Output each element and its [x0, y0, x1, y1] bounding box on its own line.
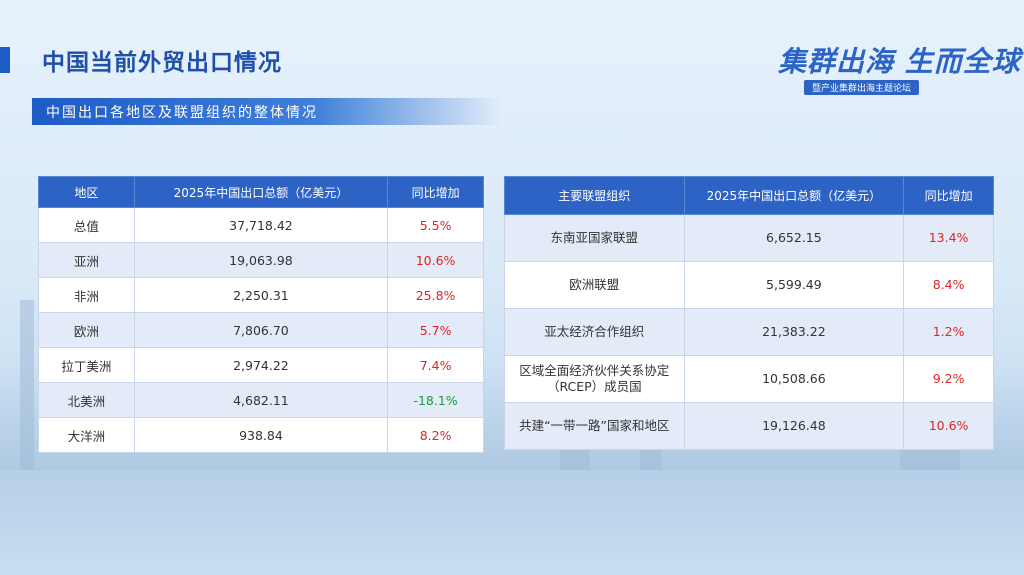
table-row: 共建“一带一路”国家和地区 19,126.48 10.6% [504, 402, 994, 450]
column-header-amount: 2025年中国出口总额（亿美元） [133, 176, 389, 208]
cell-growth: 1.2% [903, 308, 994, 356]
cell-growth: 8.4% [903, 261, 994, 309]
alliance-export-table: 主要联盟组织 2025年中国出口总额（亿美元） 同比增加 东南亚国家联盟 6,6… [504, 176, 994, 450]
table-row: 总值 37,718.42 5.5% [38, 207, 484, 243]
cell-region: 拉丁美洲 [38, 347, 135, 383]
table-header-row: 主要联盟组织 2025年中国出口总额（亿美元） 同比增加 [504, 176, 994, 215]
cell-growth: 5.5% [387, 207, 484, 243]
cell-growth: 10.6% [387, 242, 484, 278]
cell-growth: 25.8% [387, 277, 484, 313]
title-accent-bar [0, 47, 10, 73]
section-subtitle: 中国出口各地区及联盟组织的整体情况 [46, 105, 318, 121]
cell-growth: 7.4% [387, 347, 484, 383]
cell-org: 欧洲联盟 [504, 261, 685, 309]
org-name-line2: （RCEP）成员国 [546, 379, 642, 394]
cell-amount: 19,063.98 [133, 242, 389, 278]
column-header-growth: 同比增加 [387, 176, 484, 208]
column-header-org: 主要联盟组织 [504, 176, 685, 215]
cell-region: 总值 [38, 207, 135, 243]
org-name: 欧洲联盟 [569, 277, 620, 292]
cell-amount: 5,599.49 [683, 261, 905, 309]
table-row: 欧洲 7,806.70 5.7% [38, 312, 484, 348]
table-row: 欧洲联盟 5,599.49 8.4% [504, 261, 994, 309]
column-header-growth: 同比增加 [903, 176, 994, 215]
page-title: 中国当前外贸出口情况 [42, 50, 282, 76]
cell-region: 大洋洲 [38, 417, 135, 453]
table-row: 亚洲 19,063.98 10.6% [38, 242, 484, 278]
table-row: 东南亚国家联盟 6,652.15 13.4% [504, 214, 994, 262]
table-row: 大洋洲 938.84 8.2% [38, 417, 484, 453]
cell-amount: 7,806.70 [133, 312, 389, 348]
cell-amount: 6,652.15 [683, 214, 905, 262]
cell-amount: 10,508.66 [683, 355, 905, 403]
cell-region: 欧洲 [38, 312, 135, 348]
cell-growth: 8.2% [387, 417, 484, 453]
org-name: 亚太经济合作组织 [544, 324, 645, 339]
logo-sub-text: 暨产业集群出海主题论坛 [804, 80, 920, 95]
cell-growth: 5.7% [387, 312, 484, 348]
cell-region: 亚洲 [38, 242, 135, 278]
cell-amount: 19,126.48 [683, 402, 905, 450]
cell-growth: 9.2% [903, 355, 994, 403]
table-row: 亚太经济合作组织 21,383.22 1.2% [504, 308, 994, 356]
table-row: 非洲 2,250.31 25.8% [38, 277, 484, 313]
table-row: 区域全面经济伙伴关系协定 （RCEP）成员国 10,508.66 9.2% [504, 355, 994, 403]
background-tower-shape [20, 300, 34, 470]
cell-org: 亚太经济合作组织 [504, 308, 685, 356]
cell-amount: 2,974.22 [133, 347, 389, 383]
cell-region: 北美洲 [38, 382, 135, 418]
cell-amount: 2,250.31 [133, 277, 389, 313]
cell-amount: 37,718.42 [133, 207, 389, 243]
cell-org: 共建“一带一路”国家和地区 [504, 402, 685, 450]
background-water-reflection [0, 470, 1024, 575]
cell-growth: -18.1% [387, 382, 484, 418]
cell-growth: 10.6% [903, 402, 994, 450]
cell-region: 非洲 [38, 277, 135, 313]
subtitle-band: 中国出口各地区及联盟组织的整体情况 [32, 98, 502, 125]
table-header-row: 地区 2025年中国出口总额（亿美元） 同比增加 [38, 176, 484, 208]
org-name: 区域全面经济伙伴关系协定 [519, 363, 670, 378]
cell-org: 东南亚国家联盟 [504, 214, 685, 262]
column-header-amount: 2025年中国出口总额（亿美元） [683, 176, 905, 215]
org-name: 共建“一带一路”国家和地区 [519, 418, 670, 433]
table-row: 拉丁美洲 2,974.22 7.4% [38, 347, 484, 383]
cell-amount: 938.84 [133, 417, 389, 453]
event-logo: 集群出海 生而全球 暨产业集群出海主题论坛 [778, 38, 1020, 98]
logo-main-text: 集群出海 生而全球 [778, 45, 1021, 78]
cell-amount: 4,682.11 [133, 382, 389, 418]
column-header-region: 地区 [38, 176, 135, 208]
table-row: 北美洲 4,682.11 -18.1% [38, 382, 484, 418]
org-name: 东南亚国家联盟 [550, 230, 639, 245]
cell-org: 区域全面经济伙伴关系协定 （RCEP）成员国 [504, 355, 685, 403]
cell-amount: 21,383.22 [683, 308, 905, 356]
cell-growth: 13.4% [903, 214, 994, 262]
region-export-table: 地区 2025年中国出口总额（亿美元） 同比增加 总值 37,718.42 5.… [38, 176, 484, 453]
